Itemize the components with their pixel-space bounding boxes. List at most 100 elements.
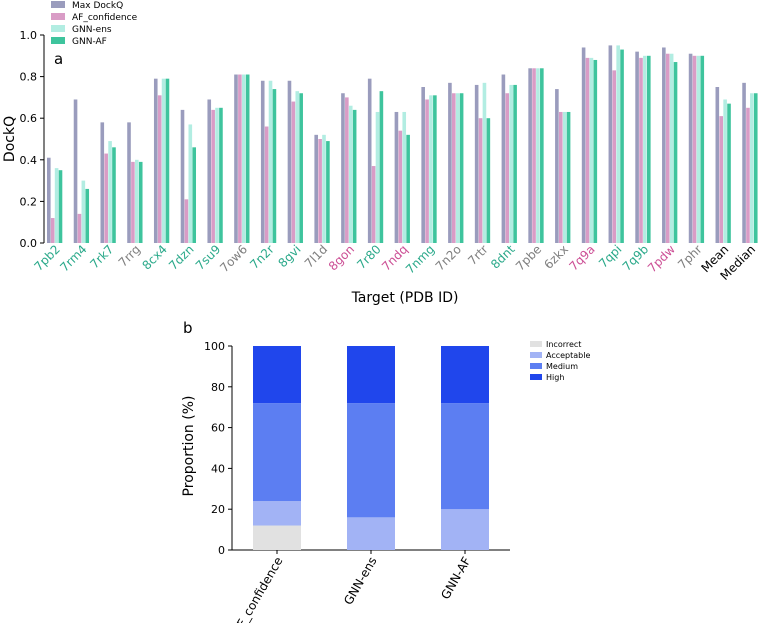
stack-high-gnn-af <box>441 346 489 404</box>
stack-acceptable-gnn-ens <box>347 517 395 550</box>
bar-gnn-ens-7ow6 <box>241 74 246 244</box>
bar-max-dockq-7n2r <box>260 80 265 243</box>
bar-max-dockq-7dzn <box>180 109 185 243</box>
x-tick-label-7dzn: 7dzn <box>166 242 197 273</box>
panel-b-letter: b <box>183 319 193 337</box>
bar-gnn-af-8gvi <box>299 93 303 244</box>
bar-af-confidence-7q9b <box>639 57 643 243</box>
bar-max-dockq-7pbe <box>528 68 532 243</box>
bar-gnn-af-7ow6 <box>245 74 250 244</box>
bar-af-confidence-6zkx <box>558 111 563 244</box>
bar-gnn-ens-8dnt <box>509 84 513 243</box>
bar-gnn-ens-7rk7 <box>108 141 112 243</box>
bar-max-dockq-8gvi <box>287 80 292 243</box>
panel-a-legend: Max DockQ AF_confidence GNN-ens GNN-AF <box>51 1 138 47</box>
panel-a-dockq-chart: a Max DockQ AF_confidence GNN-ens GNN-AF 0.… <box>2 1 758 306</box>
legend-swatch-high <box>530 374 542 380</box>
bar-gnn-af-7n2r <box>272 89 277 243</box>
bar-gnn-ens-7ndq <box>402 111 407 244</box>
bar-gnn-ens-7pbe <box>536 68 540 243</box>
bar-gnn-ens-7rrg <box>135 159 139 243</box>
bar-gnn-ens-7dzn <box>188 124 193 243</box>
stack-incorrect-af-confidence <box>253 525 301 550</box>
bar-max-dockq-7ow6 <box>234 74 238 244</box>
legend-label-high: High <box>546 373 564 382</box>
bar-gnn-ens-8cx4 <box>161 78 166 244</box>
bar-gnn-ens-7nmg <box>429 95 433 243</box>
legend-swatch-max-dockq <box>51 1 65 8</box>
bar-gnn-af-7l1d <box>326 141 330 243</box>
x-tick-label-7pbe: 7pbe <box>513 242 544 273</box>
bar-gnn-ens-7phr <box>696 55 701 243</box>
panel-a-y-tick-label: 0.0 <box>20 237 38 250</box>
stack-high-gnn-ens <box>347 346 395 404</box>
x-tick-label-gnn-af: GNN-AF <box>438 554 473 601</box>
bar-gnn-af-7rrg <box>138 161 143 243</box>
bar-gnn-af-mean <box>727 103 731 243</box>
bar-gnn-af-7pbe <box>540 68 544 243</box>
bar-gnn-ens-7su9 <box>215 107 219 243</box>
x-tick-label-7n2o: 7n2o <box>433 242 464 273</box>
panel-b-y-axis-label: Proportion (%) <box>181 396 197 497</box>
x-tick-label-8gon: 8gon <box>326 242 357 273</box>
bar-gnn-af-7q9b <box>646 55 651 243</box>
bar-gnn-af-7pb2 <box>58 170 63 243</box>
bar-gnn-af-7pdw <box>673 62 678 243</box>
bar-max-dockq-7rtr <box>474 84 479 243</box>
bar-af-confidence-7pb2 <box>50 218 55 243</box>
legend-swatch-gnn-ens <box>51 25 65 32</box>
panel-a-y-axis-label: DockQ <box>2 116 18 162</box>
bar-af-confidence-7rk7 <box>104 153 108 243</box>
bar-max-dockq-7nmg <box>421 87 425 243</box>
stack-medium-af-confidence <box>253 403 301 502</box>
legend-label-incorrect: Incorrect <box>546 340 581 349</box>
bar-af-confidence-7rtr <box>478 118 483 243</box>
legend-label-af-confidence: AF_confidence <box>72 13 138 23</box>
bar-af-confidence-7phr <box>692 55 697 243</box>
panel-a-y-tick-label: 0.8 <box>20 71 38 84</box>
bar-gnn-af-8cx4 <box>165 78 170 244</box>
x-tick-label-7q9a: 7q9a <box>566 242 597 273</box>
bar-max-dockq-7ndq <box>394 111 399 244</box>
bar-af-confidence-7r80 <box>371 166 376 243</box>
x-tick-label-7ow6: 7ow6 <box>217 242 250 275</box>
panel-a-y-tick-label: 0.6 <box>20 112 38 125</box>
x-tick-label-6zkx: 6zkx <box>541 242 571 272</box>
bar-af-confidence-7dzn <box>184 199 189 243</box>
bar-max-dockq-mean <box>715 87 720 243</box>
bar-gnn-af-8gon <box>352 109 357 243</box>
bar-gnn-af-6zkx <box>566 111 571 244</box>
x-tick-label-7rtr: 7rtr <box>465 242 491 268</box>
x-tick-label-7rm4: 7rm4 <box>57 242 89 274</box>
x-tick-label-7su9: 7su9 <box>193 242 224 273</box>
x-tick-label-7l1d: 7l1d <box>302 242 330 270</box>
bar-af-confidence-mean <box>719 116 724 243</box>
panel-b-y-tick-label: 40 <box>211 462 225 475</box>
x-tick-label-7rrg: 7rrg <box>116 242 143 269</box>
bar-af-confidence-8cx4 <box>157 95 162 243</box>
bar-gnn-ens-7q9a <box>589 57 594 243</box>
bar-max-dockq-7r80 <box>367 78 372 244</box>
bar-gnn-ens-8gvi <box>295 91 300 243</box>
bar-max-dockq-7rrg <box>127 122 131 243</box>
bar-gnn-ens-7rm4 <box>81 180 86 243</box>
bar-af-confidence-7n2o <box>452 93 456 244</box>
bar-gnn-ens-7l1d <box>322 134 326 243</box>
bar-af-confidence-7q9a <box>585 57 590 243</box>
panel-a-x-axis-label: Target (PDB ID) <box>351 290 459 306</box>
bar-max-dockq-6zkx <box>555 89 559 243</box>
bar-max-dockq-7phr <box>688 53 693 243</box>
bar-gnn-af-7rtr <box>486 118 491 243</box>
panel-b-legend: Incorrect Acceptable Medium High <box>530 340 590 382</box>
bar-max-dockq-8dnt <box>501 74 506 244</box>
legend-label-gnn-ens: GNN-ens <box>72 25 112 35</box>
legend-swatch-gnn-af <box>51 37 65 44</box>
legend-swatch-incorrect <box>530 341 542 347</box>
stack-acceptable-af-confidence <box>253 501 301 526</box>
legend-swatch-medium <box>530 363 542 369</box>
bar-af-confidence-7ndq <box>398 130 403 243</box>
bar-max-dockq-7n2o <box>448 82 452 243</box>
bar-gnn-af-7qpi <box>620 49 624 244</box>
